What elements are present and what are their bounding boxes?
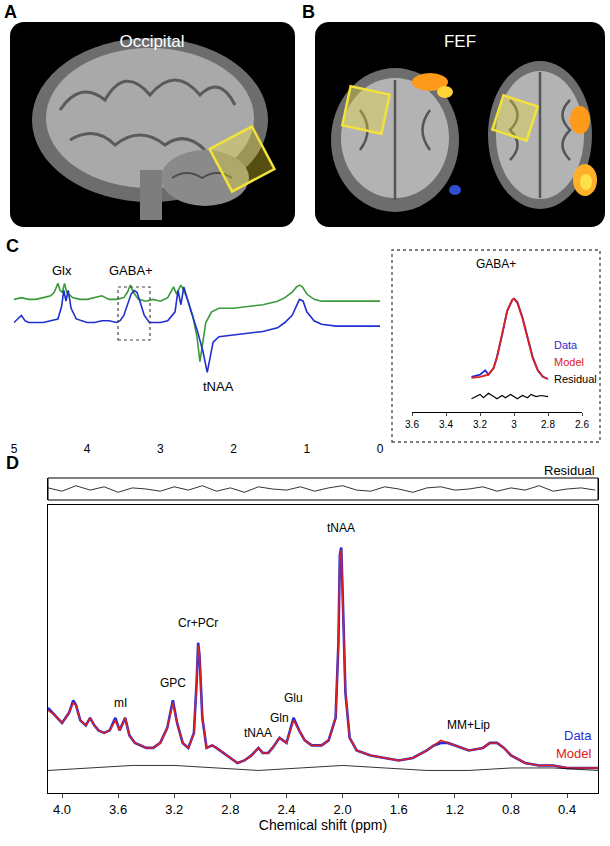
svg-text:3.4: 3.4 [439,419,453,430]
svg-text:0: 0 [377,442,384,456]
svg-text:Glx: Glx [52,263,72,278]
svg-text:Chemical shift (ppm): Chemical shift (ppm) [259,817,387,833]
svg-text:Cr+PCr: Cr+PCr [178,616,218,630]
svg-text:Occipital: Occipital [119,32,184,51]
svg-text:2.6: 2.6 [575,419,589,430]
svg-text:3.6: 3.6 [109,802,127,817]
svg-text:4.0: 4.0 [53,802,71,817]
svg-text:2.0: 2.0 [334,802,352,817]
svg-text:4: 4 [84,442,91,456]
svg-text:Residual: Residual [544,463,595,478]
svg-text:5: 5 [11,442,18,456]
svg-text:mI: mI [114,696,127,710]
svg-text:2.4: 2.4 [277,802,295,817]
svg-text:3.2: 3.2 [165,802,183,817]
svg-text:GABA+: GABA+ [476,257,516,271]
svg-text:Data: Data [564,728,592,743]
svg-text:D: D [6,453,19,473]
svg-text:0.4: 0.4 [558,802,576,817]
svg-text:Residual: Residual [554,373,597,385]
svg-text:A: A [4,2,17,22]
svg-text:B: B [302,2,315,22]
svg-text:3.2: 3.2 [473,419,487,430]
svg-text:tNAA: tNAA [244,726,272,740]
svg-text:tNAA: tNAA [203,379,234,394]
svg-text:3: 3 [511,419,517,430]
svg-text:2: 2 [230,442,237,456]
svg-text:2.8: 2.8 [221,802,239,817]
svg-text:GABA+: GABA+ [109,263,153,278]
svg-text:3.6: 3.6 [405,419,419,430]
svg-text:Model: Model [554,356,584,368]
svg-text:1.2: 1.2 [446,802,464,817]
svg-text:Gln: Gln [270,711,289,725]
svg-text:Model: Model [556,746,592,761]
svg-text:MM+Lip: MM+Lip [447,718,490,732]
svg-text:1.6: 1.6 [390,802,408,817]
svg-text:2.8: 2.8 [541,419,555,430]
svg-text:Data: Data [554,339,578,351]
svg-text:FEF: FEF [444,32,476,51]
svg-text:GPC: GPC [160,676,186,690]
svg-text:Glu: Glu [284,691,303,705]
svg-text:1: 1 [303,442,310,456]
svg-text:tNAA: tNAA [327,521,355,535]
svg-text:C: C [6,236,19,256]
svg-text:3: 3 [157,442,164,456]
svg-text:0.8: 0.8 [502,802,520,817]
